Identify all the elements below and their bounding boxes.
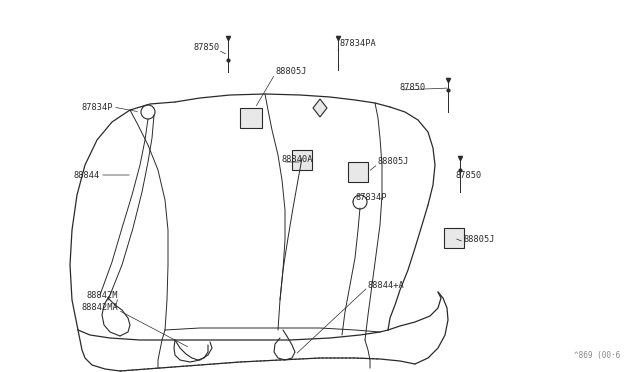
Text: 88844+A: 88844+A [368,280,404,289]
Text: 88805J: 88805J [378,157,410,167]
Text: 87834PA: 87834PA [340,39,377,48]
Text: 88805J: 88805J [275,67,307,77]
Text: 87850: 87850 [194,44,220,52]
Text: 87850: 87850 [400,83,426,93]
Text: 87834P: 87834P [356,193,387,202]
Text: 88805J: 88805J [464,235,495,244]
Polygon shape [313,99,327,117]
Text: 88842M: 88842M [86,291,118,299]
Text: 88840A: 88840A [282,155,314,164]
Text: 88844: 88844 [74,170,100,180]
Text: 87850: 87850 [455,170,481,180]
Text: ^869 (00·6: ^869 (00·6 [573,351,620,360]
FancyBboxPatch shape [444,228,464,248]
Text: 87834P: 87834P [81,103,113,112]
FancyBboxPatch shape [348,162,368,182]
FancyBboxPatch shape [240,108,262,128]
FancyBboxPatch shape [292,150,312,170]
Text: 88842MA: 88842MA [81,304,118,312]
